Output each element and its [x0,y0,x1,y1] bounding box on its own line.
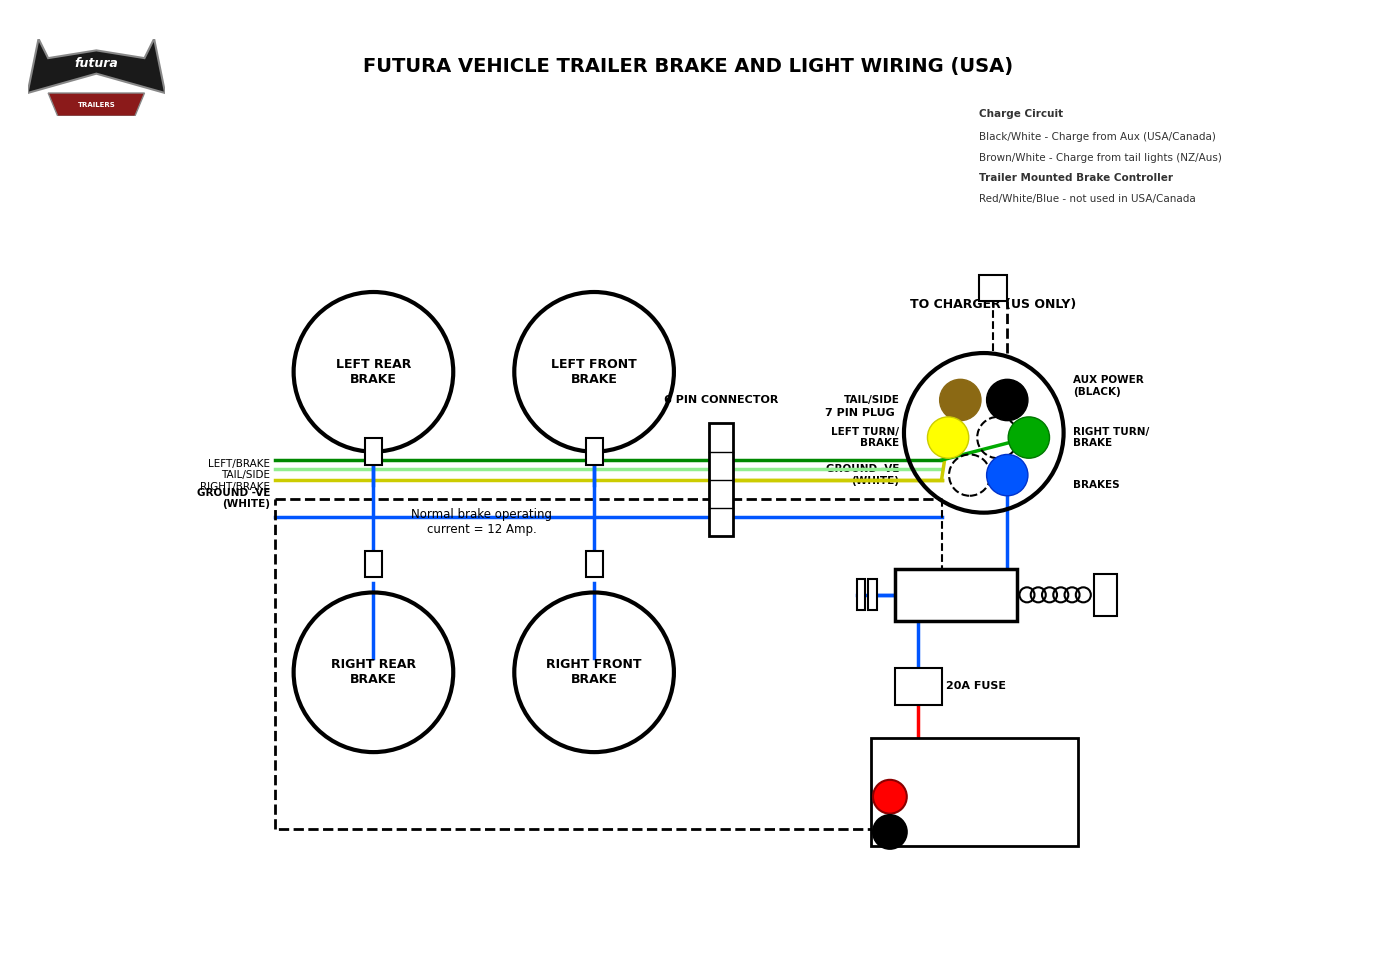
FancyBboxPatch shape [871,738,1077,846]
FancyBboxPatch shape [868,579,877,610]
Text: Brown/White - Charge from tail lights (NZ/Aus): Brown/White - Charge from tail lights (N… [980,153,1222,163]
Text: 6 PIN CONNECTOR: 6 PIN CONNECTOR [663,394,777,405]
Text: RIGHT FRONT
BRAKE: RIGHT FRONT BRAKE [546,658,641,686]
Circle shape [987,454,1028,496]
Text: GROUND -VE
(WHITE): GROUND -VE (WHITE) [826,464,900,485]
Text: LEFT TURN/
BRAKE: LEFT TURN/ BRAKE [831,426,900,449]
Text: LEFT/BRAKE
TAIL/SIDE
RIGHT/BRAKE: LEFT/BRAKE TAIL/SIDE RIGHT/BRAKE [200,458,270,491]
Text: TRAILERS: TRAILERS [77,102,116,108]
Text: TAIL/SIDE: TAIL/SIDE [843,395,900,405]
FancyBboxPatch shape [365,551,383,578]
Circle shape [987,379,1028,421]
Text: Red/White/Blue - not used in USA/Canada: Red/White/Blue - not used in USA/Canada [980,194,1196,204]
Text: BRAKES: BRAKES [1073,480,1120,489]
Text: GROUND -VE
(WHITE): GROUND -VE (WHITE) [197,487,270,510]
FancyBboxPatch shape [980,275,1007,301]
Text: 12 VOLT BATTERY: 12 VOLT BATTERY [912,748,1036,762]
Polygon shape [28,39,165,93]
FancyBboxPatch shape [586,551,603,578]
Text: Trailer Mounted Brake Controller: Trailer Mounted Brake Controller [980,173,1174,183]
Text: BRAKEAWAY: BRAKEAWAY [918,590,993,600]
Text: 7 PIN PLUG: 7 PIN PLUG [824,408,894,418]
FancyBboxPatch shape [894,569,1017,621]
FancyBboxPatch shape [857,579,866,610]
Text: FUTURA VEHICLE TRAILER BRAKE AND LIGHT WIRING (USA): FUTURA VEHICLE TRAILER BRAKE AND LIGHT W… [363,57,1013,77]
FancyBboxPatch shape [894,668,941,705]
Text: Charge Circuit: Charge Circuit [980,109,1064,118]
FancyBboxPatch shape [1094,574,1117,616]
Text: Black/White - Charge from Aux (USA/Canada): Black/White - Charge from Aux (USA/Canad… [980,132,1216,142]
Circle shape [940,379,981,421]
Text: RIGHT TURN/
BRAKE: RIGHT TURN/ BRAKE [1073,426,1149,449]
Circle shape [872,780,907,814]
FancyBboxPatch shape [709,423,732,536]
Text: +VE: +VE [927,780,959,795]
Circle shape [872,815,907,849]
Text: TO CHARGER (US ONLY): TO CHARGER (US ONLY) [910,297,1076,311]
Text: AUX POWER
(BLACK): AUX POWER (BLACK) [1073,375,1143,396]
Circle shape [927,417,969,458]
FancyBboxPatch shape [365,439,383,465]
Text: LEFT FRONT
BRAKE: LEFT FRONT BRAKE [552,358,637,386]
Text: futura: futura [74,57,118,70]
Circle shape [1009,417,1050,458]
Text: Normal brake operating
current = 12 Amp.: Normal brake operating current = 12 Amp. [411,508,552,536]
Text: LEFT REAR
BRAKE: LEFT REAR BRAKE [336,358,411,386]
Text: - VE (GROUND): - VE (GROUND) [927,822,1044,836]
FancyBboxPatch shape [586,439,603,465]
Text: 20A FUSE: 20A FUSE [947,681,1006,692]
Polygon shape [48,93,144,116]
Text: RIGHT REAR
BRAKE: RIGHT REAR BRAKE [330,658,416,686]
